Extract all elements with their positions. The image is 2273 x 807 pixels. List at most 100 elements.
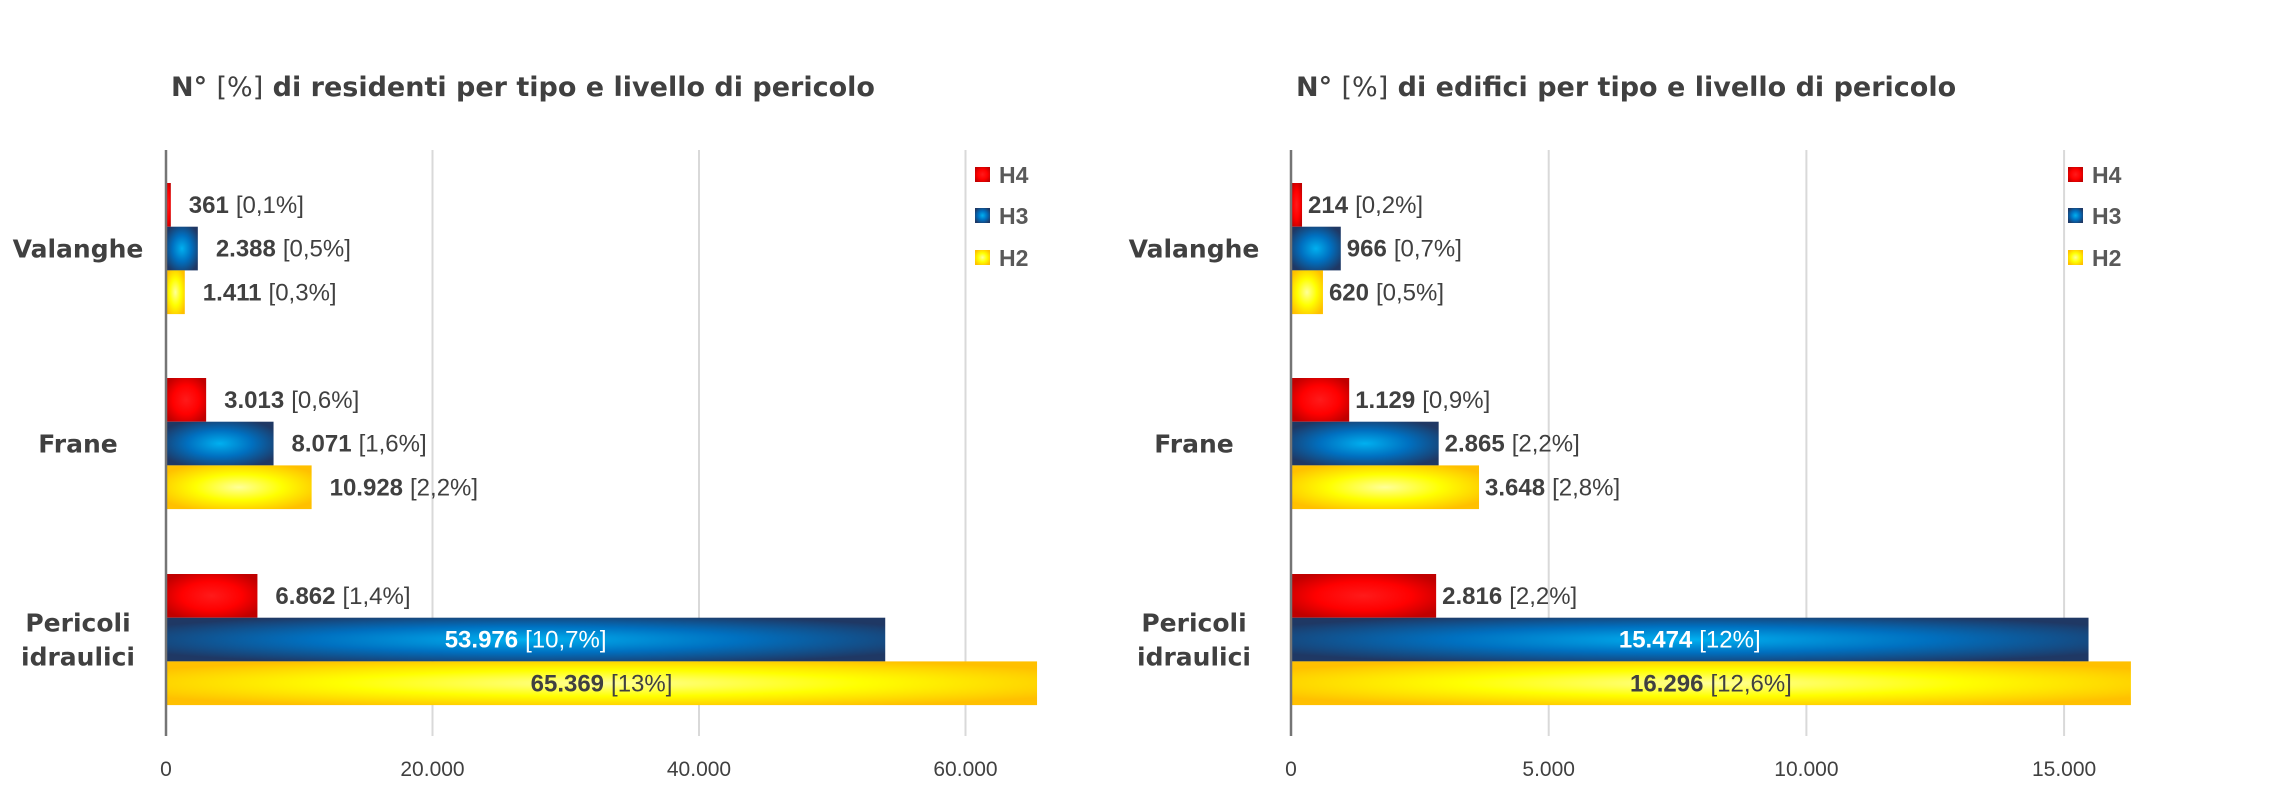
- legend: H4 H3 H2: [975, 162, 1029, 271]
- data-label-value: 65.369: [531, 670, 604, 697]
- data-label-percent: [0,6%]: [291, 387, 359, 414]
- data-label-percent: [13%]: [611, 670, 672, 697]
- category-labels: Valanghe Frane Pericoli idraulici: [1129, 235, 1260, 672]
- legend-swatch: [975, 250, 990, 265]
- data-label-percent: [0,1%]: [236, 192, 304, 219]
- bar-h4: [1291, 378, 1350, 422]
- bars: [1291, 183, 2131, 706]
- category-label: Frane: [1154, 430, 1233, 459]
- data-label-percent: [0,7%]: [1394, 236, 1462, 263]
- legend-label: H4: [999, 162, 1029, 188]
- legend-item-h3[interactable]: H3: [975, 203, 1028, 229]
- bar-h2: [166, 661, 1038, 706]
- data-label: 15.474 [12%]: [1619, 627, 1761, 654]
- category-labels: Valanghe Frane Pericoli idraulici: [13, 235, 144, 672]
- data-label-percent: [2,8%]: [1552, 474, 1620, 501]
- residents-chart: N° [%] di residenti per tipo e livello d…: [13, 72, 1038, 781]
- category-label: Pericoli: [1141, 609, 1246, 638]
- data-label: 2.865 [2,2%]: [1445, 431, 1580, 458]
- data-label-value: 2.816: [1442, 583, 1502, 610]
- bar-h4: [1291, 183, 1303, 227]
- data-label-value: 53.976: [445, 627, 518, 654]
- chart-title: N° [%] di edifici per tipo e livello di …: [1296, 72, 1956, 103]
- data-label: 966 [0,7%]: [1347, 236, 1462, 263]
- legend-label: H2: [2092, 245, 2121, 271]
- x-tick-label: 20.000: [400, 758, 464, 781]
- data-labels: 361 [0,1%] 3.013 [0,6%] 6.862 [1,4%] 2.388 [0,5…: [189, 192, 673, 697]
- data-label-value: 214: [1308, 192, 1349, 219]
- legend-swatch: [975, 208, 990, 223]
- legend-item-h3[interactable]: H3: [2068, 203, 2121, 229]
- data-label-value: 2.388: [216, 236, 276, 263]
- category-label: Frane: [38, 430, 117, 459]
- data-label-percent: [12,6%]: [1710, 670, 1791, 697]
- bar-h3: [166, 226, 198, 271]
- data-label: 1.411 [0,3%]: [203, 279, 337, 306]
- x-tick-labels: 0 20.000 40.000 60.000: [160, 758, 997, 781]
- x-tick-label: 10.000: [1774, 758, 1838, 781]
- data-label-percent: [0,3%]: [269, 279, 337, 306]
- data-label-value: 10.928: [330, 474, 403, 501]
- legend-item-h2[interactable]: H2: [975, 245, 1028, 271]
- data-label-value: 361: [189, 192, 229, 219]
- data-label-value: 15.474: [1619, 627, 1693, 654]
- data-label: 620 [0,5%]: [1329, 279, 1444, 306]
- data-label: 214 [0,2%]: [1308, 192, 1423, 219]
- buildings-chart: N° [%] di edifici per tipo e livello di …: [1129, 72, 2131, 781]
- data-label-value: 6.862: [275, 583, 335, 610]
- category-label: idraulici: [21, 643, 135, 672]
- x-tick-label: 0: [1285, 758, 1297, 781]
- data-label: 16.296 [12,6%]: [1630, 670, 1792, 697]
- bar-h2: [166, 465, 312, 510]
- x-tick-label: 60.000: [933, 758, 997, 781]
- legend-swatch: [2068, 167, 2083, 182]
- bar-h2: [1291, 661, 2131, 706]
- bar-h4: [1291, 574, 1437, 618]
- bar-h3: [1291, 421, 1439, 466]
- data-label-value: 1.129: [1355, 387, 1415, 414]
- x-tick-label: 15.000: [2032, 758, 2096, 781]
- chart-title: N° [%] di residenti per tipo e livello d…: [171, 72, 875, 103]
- legend-item-h2[interactable]: H2: [2068, 245, 2121, 271]
- x-tick-label: 5.000: [1522, 758, 1575, 781]
- legend-item-h4[interactable]: H4: [2068, 162, 2122, 188]
- bars: [166, 183, 1038, 706]
- bar-h4: [166, 574, 258, 618]
- data-label-percent: [0,5%]: [1376, 279, 1444, 306]
- data-label-percent: [2,2%]: [1512, 431, 1580, 458]
- data-label: 8.071 [1,6%]: [292, 431, 427, 458]
- category-label: Valanghe: [1129, 235, 1260, 264]
- data-label: 65.369 [13%]: [531, 670, 673, 697]
- bar-h2: [1291, 270, 1323, 315]
- data-label-percent: [10,7%]: [525, 627, 606, 654]
- data-label: 1.129 [0,9%]: [1355, 387, 1490, 414]
- data-label: 6.862 [1,4%]: [275, 583, 410, 610]
- data-label: 3.013 [0,6%]: [224, 387, 359, 414]
- bar-h3: [166, 421, 274, 466]
- bar-h2: [1291, 465, 1480, 510]
- legend-swatch: [2068, 208, 2083, 223]
- data-label: 361 [0,1%]: [189, 192, 304, 219]
- data-label-percent: [1,4%]: [342, 583, 410, 610]
- data-label-percent: [2,2%]: [1509, 583, 1577, 610]
- data-label-value: 966: [1347, 236, 1387, 263]
- data-label: 2.816 [2,2%]: [1442, 583, 1577, 610]
- x-tick-label: 0: [160, 758, 172, 781]
- data-label-percent: [12%]: [1699, 627, 1760, 654]
- bar-h4: [166, 183, 171, 227]
- category-label: Pericoli: [25, 609, 130, 638]
- legend-swatch: [2068, 250, 2083, 265]
- bar-h4: [166, 378, 207, 422]
- data-label-value: 8.071: [292, 431, 352, 458]
- legend-item-h4[interactable]: H4: [975, 162, 1029, 188]
- data-label-value: 620: [1329, 279, 1369, 306]
- data-label-percent: [0,2%]: [1355, 192, 1423, 219]
- bar-h3: [1291, 617, 2089, 662]
- data-label-value: 3.648: [1485, 474, 1545, 501]
- legend-label: H3: [2092, 203, 2121, 229]
- category-label: Valanghe: [13, 235, 144, 264]
- legend-swatch: [975, 167, 990, 182]
- bar-h3: [166, 617, 886, 662]
- data-label-value: 1.411: [203, 279, 262, 306]
